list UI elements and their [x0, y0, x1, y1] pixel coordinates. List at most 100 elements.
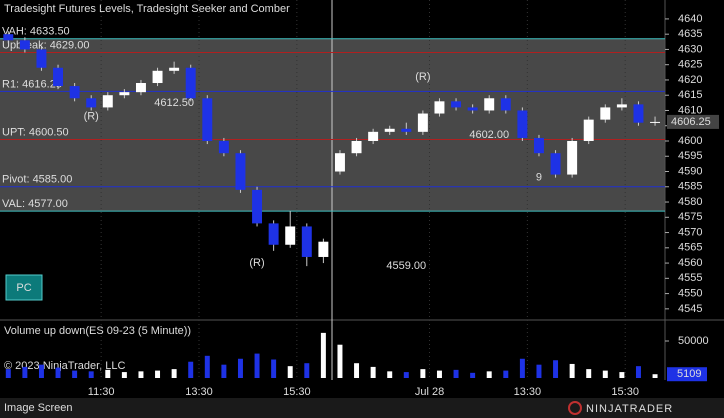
candle-body	[334, 153, 345, 172]
x-tick-label: Jul 28	[415, 386, 444, 398]
volume-bar	[304, 363, 310, 378]
volume-bar	[586, 369, 592, 378]
level-label: VAH: 4633.50	[2, 26, 70, 38]
y-tick-label: 4575	[678, 211, 702, 223]
volume-bar	[155, 370, 161, 378]
volume-bar	[519, 358, 525, 378]
candle-body	[102, 95, 113, 108]
x-tick-label: 15:30	[283, 386, 311, 398]
candle-body	[633, 104, 644, 123]
y-tick-label: 4615	[678, 89, 702, 101]
volume-bar	[486, 371, 492, 378]
level-label: Pivot: 4585.00	[2, 174, 72, 186]
volume-bar	[536, 364, 542, 378]
candle-body	[19, 40, 30, 50]
last-price-label: 4606.25	[671, 116, 711, 128]
volume-bar	[287, 366, 293, 378]
volume-bar	[22, 366, 28, 378]
y-tick-label: 4560	[678, 257, 702, 269]
candle-body	[86, 98, 97, 108]
volume-bar	[55, 367, 61, 378]
volume-bar	[171, 369, 177, 378]
level-label: UPT: 4600.50	[2, 126, 69, 138]
status-bar	[0, 398, 724, 418]
annotation: 4602.00	[469, 129, 509, 141]
volume-bar	[121, 372, 127, 378]
annotation: (R)	[84, 110, 99, 122]
level-label: R1: 4616.25	[2, 78, 62, 90]
candle-body	[583, 119, 594, 141]
candle-body	[218, 140, 229, 154]
candle-body	[36, 49, 47, 68]
volume-bar	[569, 363, 575, 378]
volume-bar	[370, 366, 376, 378]
candle-body	[285, 226, 296, 245]
volume-last-label: 5109	[677, 368, 701, 380]
candle-body	[500, 98, 511, 111]
candle-body	[69, 86, 80, 99]
candle-body	[368, 131, 379, 141]
volume-bar	[635, 366, 641, 378]
candle-body	[417, 113, 428, 132]
candle-body	[169, 67, 180, 71]
volume-bar	[602, 370, 608, 378]
x-tick-label: 13:30	[514, 386, 542, 398]
annotation: (R)	[249, 257, 264, 269]
annotation: 4559.00	[386, 260, 426, 272]
volume-bar	[453, 369, 459, 378]
y-tick-label: 4625	[678, 59, 702, 71]
candle-body	[252, 189, 263, 224]
volume-bar	[72, 370, 78, 378]
volume-bar	[619, 372, 625, 378]
volume-bar	[320, 332, 326, 378]
volume-bar	[271, 359, 277, 378]
candle-body	[3, 34, 14, 41]
volume-bar	[5, 369, 11, 378]
volume-bar	[337, 344, 343, 378]
y-tick-label: 4570	[678, 226, 702, 238]
annotation: 9	[536, 172, 542, 184]
candle-body	[517, 110, 528, 138]
volume-bar	[105, 369, 111, 378]
last-price-box	[667, 114, 719, 129]
volume-bar	[354, 363, 360, 378]
y-tick-label: 4580	[678, 196, 702, 208]
candle-body	[301, 226, 312, 257]
candle-body	[268, 223, 279, 245]
volume-bar	[88, 371, 94, 378]
candle-body	[235, 153, 246, 190]
candle-body	[567, 140, 578, 175]
candle-body	[351, 140, 362, 154]
volume-bar	[470, 372, 476, 378]
volume-bar	[387, 371, 393, 378]
candle-body	[135, 83, 146, 93]
x-tick-label: 11:30	[88, 386, 115, 398]
volume-tick-label: 50000	[678, 335, 709, 347]
volume-bar	[188, 361, 194, 378]
y-tick-label: 4565	[678, 242, 702, 254]
volume-bar	[553, 360, 559, 378]
status-text: Image Screen	[4, 402, 72, 414]
volume-bar	[652, 374, 658, 378]
candle-body	[451, 101, 462, 108]
candle-body	[401, 128, 412, 132]
copyright: © 2023 NinjaTrader, LLC	[4, 360, 125, 372]
candle-body	[550, 153, 561, 175]
volume-bar	[221, 364, 227, 378]
chart-title: Tradesight Futures Levels, Tradesight Se…	[4, 3, 290, 15]
volume-bar	[254, 353, 260, 378]
volume-bar	[138, 371, 144, 378]
annotation: 4612.50	[154, 97, 194, 109]
pc-button[interactable]	[5, 274, 43, 301]
volume-title: Volume up down(ES 09-23 (5 Minute))	[4, 325, 191, 337]
candle-body	[119, 92, 130, 96]
brand: NINJATRADER	[586, 403, 673, 415]
y-tick-label: 4630	[678, 43, 702, 55]
candle-body	[650, 121, 661, 123]
pc-button-label[interactable]: PC	[16, 282, 31, 294]
volume-bar	[436, 370, 442, 378]
level-label: VAL: 4577.00	[2, 198, 68, 210]
y-tick-label: 4620	[678, 74, 702, 86]
candle-body	[185, 67, 196, 99]
